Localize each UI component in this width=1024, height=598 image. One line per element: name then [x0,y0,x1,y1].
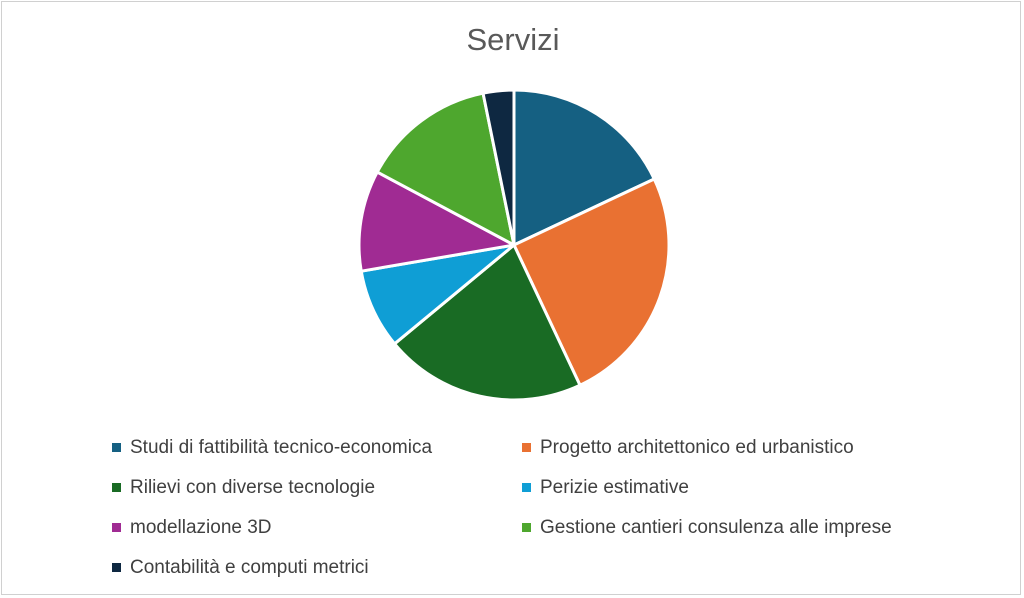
legend-label-6: Gestione cantieri consulenza alle impres… [540,516,892,538]
pie-slice-5 [357,170,516,273]
legend-swatch-6 [522,523,531,532]
legend-swatch-7 [112,563,121,572]
legend-item-2: Progetto architettonico ed urbanistico [522,434,972,461]
legend-item-3: Rilievi con diverse tecnologie [112,474,522,501]
chart-title: Servizi [466,22,560,57]
pie-slice-2 [512,177,671,387]
legend-item-5: modellazione 3D [112,514,522,541]
legend: Studi di fattibilità tecnico-economica Pr… [112,434,972,581]
legend-swatch-3 [112,483,121,492]
legend-label-2: Progetto architettonico ed urbanistico [540,436,854,458]
legend-swatch-2 [522,443,531,452]
legend-label-3: Rilievi con diverse tecnologie [130,476,376,498]
legend-swatch-4 [522,483,531,492]
legend-item-4: Perizie estimative [522,474,972,501]
legend-label-1: Studi di fattibilità tecnico-economica [130,436,433,458]
pie-slice-3 [393,243,582,402]
legend-item-1: Studi di fattibilità tecnico-economica [112,434,522,461]
legend-swatch-5 [112,523,121,532]
legend-swatch-1 [112,443,121,452]
pie-slice-1 [512,88,656,247]
pie-slice-6 [375,91,516,247]
legend-item-7: Contabilità e computi metrici [112,554,522,581]
legend-label-5: modellazione 3D [130,516,272,538]
pie-slice-7 [481,88,516,247]
legend-item-6: Gestione cantieri consulenza alle impres… [522,514,972,541]
legend-label-4: Perizie estimative [540,476,689,498]
legend-label-7: Contabilità e computi metrici [130,556,369,578]
